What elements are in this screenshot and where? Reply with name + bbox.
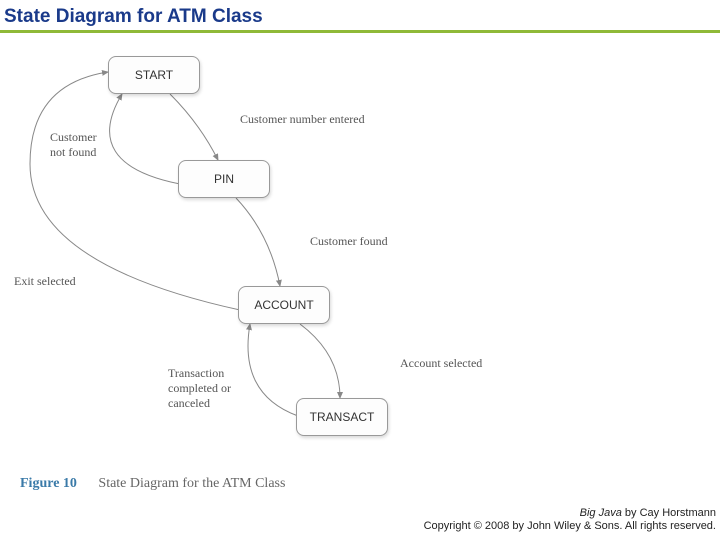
edge-e1	[170, 94, 218, 160]
edge-e2	[110, 94, 180, 184]
figure-caption: Figure 10 State Diagram for the ATM Clas…	[20, 476, 285, 492]
state-pin: PIN	[178, 160, 270, 198]
edge-label-e6: Transaction completed or canceled	[168, 366, 231, 411]
footer-copyright: Copyright © 2008 by John Wiley & Sons. A…	[424, 520, 716, 534]
figure-number: Figure 10	[20, 476, 77, 491]
edge-e5	[300, 324, 340, 398]
edge-label-e2: Customer not found	[50, 130, 97, 160]
figure-caption-text: State Diagram for the ATM Class	[98, 476, 285, 491]
footer-line1: Big Java by Cay Horstmann	[424, 507, 716, 521]
state-account: ACCOUNT	[238, 286, 330, 324]
byline: by Cay Horstmann	[622, 507, 716, 519]
title-underline	[0, 30, 720, 33]
edge-label-e1: Customer number entered	[240, 112, 365, 127]
edge-label-e4: Exit selected	[14, 274, 76, 289]
book-title: Big Java	[580, 507, 622, 519]
page-title: State Diagram for ATM Class	[4, 6, 263, 28]
edge-label-e3: Customer found	[310, 234, 388, 249]
edge-e6	[248, 324, 298, 416]
edge-label-e5: Account selected	[400, 356, 482, 371]
state-start: START	[108, 56, 200, 94]
edge-e3	[236, 198, 280, 286]
footer: Big Java by Cay Horstmann Copyright © 20…	[424, 507, 716, 535]
state-diagram: START PIN ACCOUNT TRANSACT Customer number …	[0, 34, 720, 504]
state-transact: TRANSACT	[296, 398, 388, 436]
